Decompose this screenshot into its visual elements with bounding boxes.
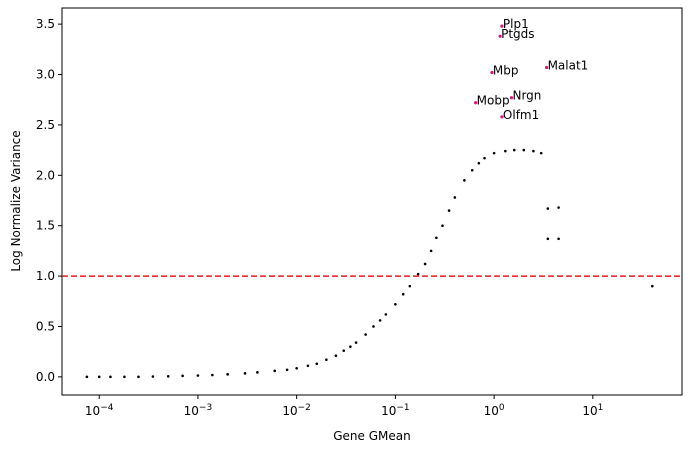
point [334,354,338,357]
gene-label: Ptgds [501,27,534,41]
point [453,196,457,199]
x-tick-label: 10−1 [381,403,410,418]
point [181,374,184,378]
point [512,148,516,152]
gene-point [498,34,502,38]
x-tick-label: 10−4 [85,403,114,418]
point [97,375,101,379]
y-tick-label: 3.5 [36,17,55,31]
point [151,375,155,378]
point [441,224,444,227]
plot-frame [61,7,683,396]
point [85,375,89,379]
point [557,206,560,209]
point [384,313,388,316]
point [401,292,405,296]
point [325,358,328,362]
y-tick-label: 1.5 [36,219,55,233]
point [435,236,438,240]
point [532,149,535,153]
point [504,149,507,153]
gene-point [500,115,504,119]
x-tick-label: 10−2 [282,403,311,418]
point [372,325,375,328]
point [463,179,466,182]
point [354,341,358,344]
gene-label: Malat1 [548,58,589,72]
point [429,249,433,253]
point [650,284,654,288]
point [196,374,200,377]
gene-label: Mbp [493,64,519,78]
point [211,373,214,377]
point [408,284,412,288]
point [273,369,277,373]
point [123,375,126,379]
gene-point [544,65,549,70]
x-axis-label: Gene GMean [333,429,410,443]
y-tick-label: 1.0 [36,269,55,283]
point [477,161,481,165]
point [256,371,259,374]
point [306,364,310,368]
point [557,237,560,241]
point [285,368,289,372]
x-tick-label: 100 [484,403,505,418]
point [364,333,367,336]
y-tick-label: 3.0 [36,68,55,82]
gene-label: Nrgn [512,89,541,103]
gene-point [474,101,478,105]
gene-label: Plp1 [503,17,529,31]
point [470,168,474,172]
point [483,156,486,160]
point [416,272,420,276]
y-tick-label: 2.5 [36,118,55,132]
y-tick-label: 2.0 [36,168,55,182]
point [447,209,451,212]
point [539,151,543,155]
point [342,349,346,352]
point [226,373,229,376]
point [394,302,397,306]
point [522,148,526,152]
point [137,375,140,379]
y-axis-label: Log Normalize Variance [9,130,23,271]
gene-point [509,96,514,100]
point [378,319,382,322]
x-tick-label: 101 [582,403,603,418]
point [546,237,550,241]
point [492,151,496,155]
point [243,372,247,375]
y-tick-label: 0.0 [36,370,55,384]
point [295,366,298,370]
point [109,375,112,379]
gene-point [500,24,504,28]
point [349,345,352,348]
gene-label: Mobp [477,94,510,108]
point [423,262,427,266]
x-tick-label: 10−3 [184,403,213,418]
point [166,375,170,378]
y-tick-label: 0.5 [36,319,55,333]
gene-point [490,70,494,75]
point [315,362,319,366]
gene-label: Olfm1 [503,108,539,122]
point [546,207,550,210]
